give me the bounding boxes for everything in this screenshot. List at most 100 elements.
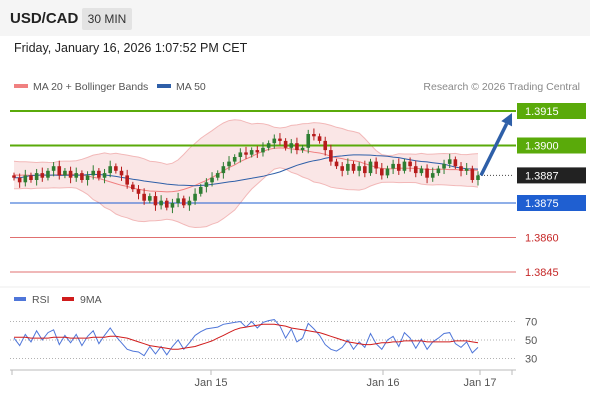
candle-body xyxy=(329,150,333,162)
candle-body xyxy=(357,166,361,171)
symbol-title: USD/CAD xyxy=(10,10,79,27)
candle-body xyxy=(272,138,277,144)
price-label-text: 1.3900 xyxy=(525,141,559,153)
legend-swatch xyxy=(157,84,171,88)
candle-body xyxy=(436,168,441,174)
candle-body xyxy=(57,166,62,176)
candle-body xyxy=(334,161,339,167)
price-label-text: 1.3875 xyxy=(525,198,559,210)
candle-body xyxy=(289,143,294,148)
candle-body xyxy=(12,175,16,178)
candle-body xyxy=(17,177,22,183)
credit-text: Research © 2026 Trading Central xyxy=(423,81,580,93)
candle-body xyxy=(210,177,214,183)
candle-body xyxy=(255,150,260,153)
candle-body xyxy=(306,134,311,148)
candle-body xyxy=(198,186,203,194)
candle-body xyxy=(215,173,220,178)
legend-label: MA 20 + Bollinger Bands xyxy=(33,81,148,93)
candle-body xyxy=(266,143,271,148)
rsi-tick-label: 50 xyxy=(525,335,537,347)
candle-body xyxy=(447,159,452,164)
candle-body xyxy=(23,175,28,183)
candle-body xyxy=(430,173,435,178)
candle-body xyxy=(85,175,90,180)
candle-body xyxy=(464,168,469,171)
candle-body xyxy=(261,147,265,153)
price-label-box xyxy=(517,137,586,154)
candle-body xyxy=(221,166,226,174)
forecast-arrow-shaft xyxy=(479,122,509,177)
candle-body xyxy=(51,166,56,171)
candle-body xyxy=(131,184,135,190)
candle-body xyxy=(391,163,395,169)
price-label-text: 1.3845 xyxy=(525,267,559,279)
forecast-arrow-head xyxy=(501,113,513,127)
candle-body xyxy=(102,173,107,178)
candle-body xyxy=(148,196,152,201)
price-label-text: 1.3915 xyxy=(525,106,559,118)
rsi-legend-label: 9MA xyxy=(80,294,102,306)
price-label-box xyxy=(517,167,586,184)
candle-body xyxy=(419,168,424,174)
candle-body xyxy=(46,170,50,178)
candle-body xyxy=(193,193,197,201)
candle-body xyxy=(63,170,67,176)
price-label-text: 1.3860 xyxy=(525,233,559,245)
bollinger-lower xyxy=(14,167,479,229)
rsi-legend-swatch xyxy=(62,297,74,301)
price-label-text: 1.3887 xyxy=(525,170,559,182)
candle-body xyxy=(91,170,96,176)
candle-body xyxy=(187,200,192,206)
candle-body xyxy=(204,182,209,187)
candle-body xyxy=(181,198,186,206)
candle-body xyxy=(402,161,407,171)
candle-body xyxy=(470,168,475,180)
candle-body xyxy=(295,143,299,151)
candle-body xyxy=(136,189,141,194)
candle-body xyxy=(34,173,39,180)
candle-body xyxy=(363,166,367,174)
x-tick-label: Jan 16 xyxy=(366,377,399,389)
candle-body xyxy=(119,170,124,176)
candle-body xyxy=(346,163,350,171)
candle-body xyxy=(159,200,163,206)
candle-body xyxy=(227,161,231,167)
candle-body xyxy=(425,168,429,178)
rsi-tick-label: 30 xyxy=(525,354,537,366)
price-label-box xyxy=(517,103,586,119)
rsi-tick-label: 70 xyxy=(525,317,537,329)
candle-body xyxy=(413,166,418,174)
candle-body xyxy=(459,166,463,171)
candle-body xyxy=(74,173,79,178)
x-tick-label: Jan 17 xyxy=(463,377,496,389)
candle-body xyxy=(385,168,390,176)
candle-body xyxy=(408,161,412,167)
x-tick-label: Jan 15 xyxy=(194,377,227,389)
rsi-ma-line xyxy=(14,323,479,350)
candle-body xyxy=(453,159,458,167)
legend-swatch xyxy=(14,84,28,88)
ma50-line xyxy=(14,154,479,187)
bollinger-band xyxy=(14,119,478,228)
candle-body xyxy=(278,138,282,141)
candle-body xyxy=(164,200,169,208)
candle-body xyxy=(142,193,146,201)
candle-body xyxy=(323,140,328,151)
candle-body xyxy=(68,170,73,178)
candle-body xyxy=(244,152,248,155)
price-label-box xyxy=(517,195,586,211)
candle-body xyxy=(97,170,101,178)
candle-body xyxy=(170,203,175,208)
timeframe-button[interactable]: 30 MIN xyxy=(82,8,132,30)
candle-body xyxy=(125,175,129,185)
candle-body xyxy=(232,157,237,162)
candle-body xyxy=(340,166,344,171)
datetime-label: Friday, January 16, 2026 1:07:52 PM CET xyxy=(14,41,248,55)
ma20-line xyxy=(13,147,479,193)
candle-body xyxy=(249,150,254,155)
candle-body xyxy=(368,161,373,174)
rsi-legend-label: RSI xyxy=(32,294,50,306)
candle-body xyxy=(317,136,322,141)
